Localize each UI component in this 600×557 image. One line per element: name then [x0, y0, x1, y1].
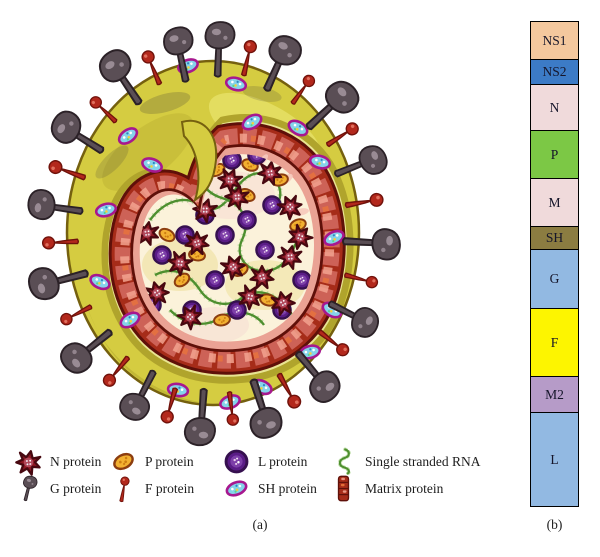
legend-item-n-protein: N protein: [13, 447, 102, 478]
legend-item-ssrna: Single stranded RNA: [330, 447, 481, 476]
genome-segment-ns2: NS2: [531, 60, 578, 85]
genome-segment-sh: SH: [531, 227, 578, 250]
legend-item-label: P protein: [145, 453, 194, 469]
genome-segment-label: N: [549, 99, 560, 115]
legend-item-f-protein: F protein: [110, 475, 195, 503]
genome-segment-label: G: [549, 271, 560, 287]
legend-item-label: N protein: [50, 453, 102, 469]
genome-segment-ns1: NS1: [531, 22, 578, 60]
genome-segment-label: NS2: [542, 64, 567, 80]
genome-segment-f: F: [531, 309, 578, 377]
legend-item-l-protein: L protein: [223, 448, 317, 475]
legend: N protein G protein P protein F protein L pr…: [0, 447, 520, 510]
l-protein: [255, 240, 275, 260]
l-protein: [237, 210, 257, 230]
matrix-protein-icon: [337, 475, 350, 502]
virus-cutaway-illustration: [24, 20, 402, 448]
legend-column: P protein F protein: [110, 448, 195, 503]
n-protein-icon: [13, 447, 44, 478]
legend-item-label: Single stranded RNA: [365, 453, 481, 469]
legend-item-label: G protein: [50, 480, 102, 496]
genome-segment-m2: M2: [531, 377, 578, 413]
ssrna-icon: [337, 447, 351, 476]
p-protein-icon: [110, 449, 137, 474]
legend-item-sh-protein: SH protein: [223, 475, 317, 502]
genome-segment-g: G: [531, 250, 578, 309]
genome-segment-label: NS1: [542, 32, 567, 48]
legend-item-p-protein: P protein: [110, 448, 194, 475]
l-protein: [205, 270, 225, 290]
panel-a-label: (a): [252, 517, 268, 532]
legend-column: N protein G protein: [13, 447, 102, 503]
envelope-flap: [180, 119, 218, 203]
genome-segment-label: L: [550, 451, 559, 467]
legend-item-label: Matrix protein: [365, 480, 444, 496]
genome-segment-n: N: [531, 85, 578, 131]
legend-item-label: F protein: [145, 480, 195, 496]
f-protein-icon: [116, 475, 131, 503]
genome-segment-label: SH: [545, 230, 564, 246]
genome-map: NS1 NS2 N P M SH G F M2 L: [530, 21, 579, 507]
genome-segment-m: M: [531, 179, 578, 227]
genome-segment-label: P: [550, 146, 559, 162]
l-protein-icon: [224, 449, 249, 474]
legend-item-matrix-protein: Matrix protein: [330, 475, 481, 502]
genome-segment-label: M: [548, 194, 561, 210]
legend-item-g-protein: G protein: [15, 474, 102, 503]
legend-column: Single stranded RNA Matrix protein: [330, 447, 481, 502]
virus-nucleocapsid-interior: [139, 154, 315, 342]
legend-item-label: SH protein: [258, 480, 317, 496]
panel-b-label: (b): [546, 517, 563, 532]
genome-segment-label: F: [550, 334, 559, 350]
genome-segment-l: L: [531, 413, 578, 506]
genome-segment-p: P: [531, 131, 578, 179]
legend-column: L protein SH protein: [223, 448, 317, 502]
l-protein: [215, 225, 235, 245]
g-protein-icon: [18, 474, 39, 503]
sh-protein-icon: [223, 477, 250, 500]
genome-segment-label: M2: [545, 386, 564, 402]
legend-item-label: L protein: [258, 453, 308, 469]
